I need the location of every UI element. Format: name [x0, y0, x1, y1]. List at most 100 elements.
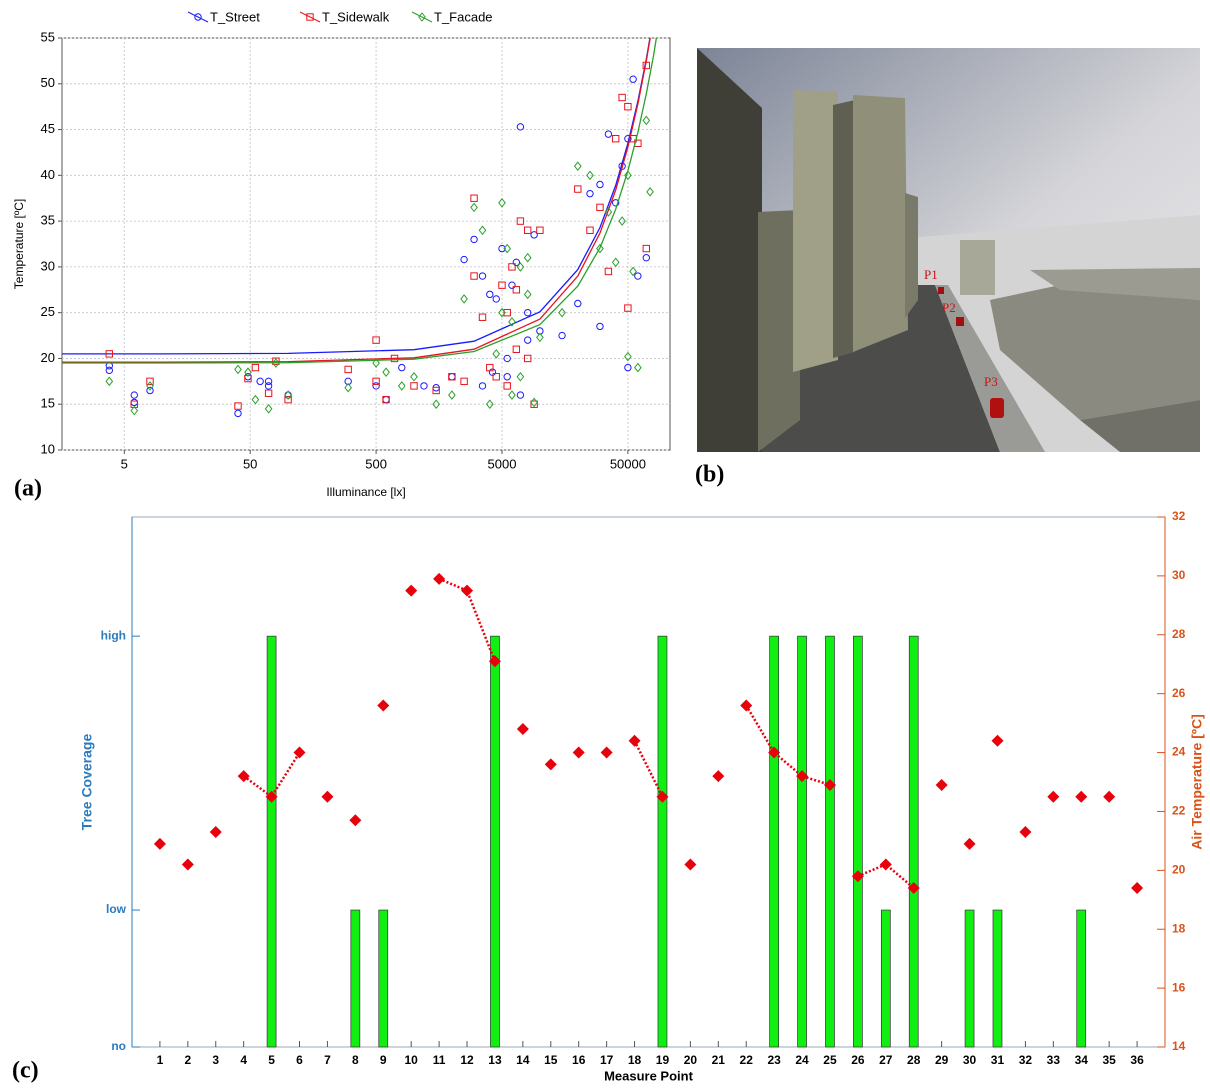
- x-tick-label: 30: [963, 1053, 977, 1067]
- bar: [881, 910, 890, 1047]
- y-tick-label: 25: [41, 304, 55, 319]
- y-tick-label: 40: [41, 167, 55, 182]
- marker-label: P3: [984, 374, 998, 389]
- x-tick-label: 14: [516, 1053, 530, 1067]
- y-tick-label: 30: [41, 258, 55, 273]
- legend-label: T_Street: [210, 9, 260, 24]
- x-tick-label: 3: [212, 1053, 219, 1067]
- building: [853, 95, 908, 352]
- x-tick-label: 34: [1075, 1053, 1089, 1067]
- bar: [658, 636, 667, 1047]
- bar: [993, 910, 1002, 1047]
- legend-label: T_Sidewalk: [322, 9, 390, 24]
- y-tick-label: 20: [41, 350, 55, 365]
- x-tick-label: 21: [712, 1053, 726, 1067]
- x-tick-label: 24: [795, 1053, 809, 1067]
- x-tick-label: 23: [767, 1053, 781, 1067]
- x-tick-label: 18: [628, 1053, 642, 1067]
- y-tick-label: 50: [41, 75, 55, 90]
- x-tick-label: 29: [935, 1053, 949, 1067]
- plot-area: [132, 517, 1165, 1047]
- bar: [267, 636, 276, 1047]
- y-axis-label: Temperature [ºC]: [12, 199, 26, 289]
- y2-tick-label: 14: [1172, 1039, 1186, 1053]
- x-tick-label: 2: [184, 1053, 191, 1067]
- bar: [770, 636, 779, 1047]
- x-tick-label: 25: [823, 1053, 837, 1067]
- marker-p1: [938, 287, 944, 294]
- y2-tick-label: 16: [1172, 980, 1186, 994]
- x-tick-label: 7: [324, 1053, 331, 1067]
- y-tick-label: 35: [41, 213, 55, 228]
- x-tick-label: 15: [544, 1053, 558, 1067]
- y2-tick-label: 32: [1172, 509, 1186, 523]
- x-tick-label: 50: [243, 456, 257, 471]
- y-tick-label: 55: [41, 29, 55, 44]
- x-tick-label: 22: [740, 1053, 754, 1067]
- x-tick-label: 26: [851, 1053, 865, 1067]
- marker-label: P1: [924, 267, 938, 282]
- x-tick-label: 35: [1102, 1053, 1116, 1067]
- x-tick-label: 16: [572, 1053, 586, 1067]
- x-tick-label: 13: [488, 1053, 502, 1067]
- legend-label: T_Facade: [434, 9, 493, 24]
- y2-tick-label: 20: [1172, 863, 1186, 877]
- bar: [909, 636, 918, 1047]
- y-axis-label: Tree Coverage: [79, 734, 95, 831]
- y-tick-label: 45: [41, 121, 55, 136]
- building: [960, 240, 995, 295]
- building: [905, 193, 918, 318]
- bar: [379, 910, 388, 1047]
- x-tick-label: 20: [684, 1053, 698, 1067]
- y2-axis-label: Air Temperature [ºC]: [1189, 714, 1205, 850]
- building: [697, 48, 762, 452]
- x-tick-label: 31: [991, 1053, 1005, 1067]
- x-tick-label: 12: [460, 1053, 474, 1067]
- y2-tick-label: 18: [1172, 921, 1186, 935]
- x-tick-label: 5000: [488, 456, 517, 471]
- x-tick-label: 5: [268, 1053, 275, 1067]
- x-tick-label: 11: [433, 1053, 446, 1067]
- y-tick-label: no: [111, 1039, 126, 1053]
- bar: [825, 636, 834, 1047]
- marker-label: P2: [942, 300, 956, 315]
- marker-p2: [956, 317, 964, 326]
- y2-tick-label: 28: [1172, 627, 1186, 641]
- bar: [965, 910, 974, 1047]
- y2-tick-label: 30: [1172, 568, 1186, 582]
- bar: [798, 636, 807, 1047]
- x-tick-label: 5: [121, 456, 128, 471]
- x-tick-label: 500: [365, 456, 387, 471]
- building: [833, 100, 855, 358]
- y2-tick-label: 26: [1172, 686, 1186, 700]
- bar: [490, 636, 499, 1047]
- bar: [853, 636, 862, 1047]
- x-axis-label: Measure Point: [604, 1068, 694, 1083]
- x-axis-label: Illuminance [lx]: [326, 485, 405, 499]
- panel-label: (a): [14, 476, 42, 502]
- x-tick-label: 10: [405, 1053, 419, 1067]
- x-tick-label: 32: [1019, 1053, 1033, 1067]
- x-tick-label: 28: [907, 1053, 921, 1067]
- y-tick-label: 10: [41, 441, 55, 456]
- panel-label: (b): [695, 462, 724, 488]
- bar: [1077, 910, 1086, 1047]
- y-tick-label: low: [106, 902, 127, 916]
- render-panel: P1 P2 P3 (b): [695, 48, 1200, 488]
- x-tick-label: 36: [1130, 1053, 1144, 1067]
- x-tick-label: 27: [879, 1053, 893, 1067]
- panel-label: (c): [12, 1058, 39, 1084]
- marker-p3: [990, 398, 1004, 418]
- figure: P1 P2 P3 (b) 101520253035404550555505005…: [0, 0, 1210, 1086]
- x-tick-label: 17: [600, 1053, 614, 1067]
- x-tick-label: 8: [352, 1053, 359, 1067]
- x-tick-label: 1: [157, 1053, 164, 1067]
- y-tick-label: high: [101, 628, 126, 642]
- x-tick-label: 33: [1047, 1053, 1061, 1067]
- x-tick-label: 6: [296, 1053, 303, 1067]
- x-tick-label: 9: [380, 1053, 387, 1067]
- y-tick-label: 15: [41, 396, 55, 411]
- y2-tick-label: 24: [1172, 745, 1186, 759]
- x-tick-label: 19: [656, 1053, 670, 1067]
- y2-tick-label: 22: [1172, 804, 1186, 818]
